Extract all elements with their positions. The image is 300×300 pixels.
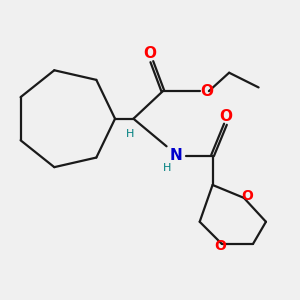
Text: O: O xyxy=(219,109,232,124)
Text: O: O xyxy=(241,189,253,203)
Text: N: N xyxy=(169,148,182,163)
Text: O: O xyxy=(143,46,156,61)
Text: O: O xyxy=(214,239,226,253)
Text: H: H xyxy=(126,129,134,139)
Text: O: O xyxy=(200,84,213,99)
Text: H: H xyxy=(162,164,171,173)
